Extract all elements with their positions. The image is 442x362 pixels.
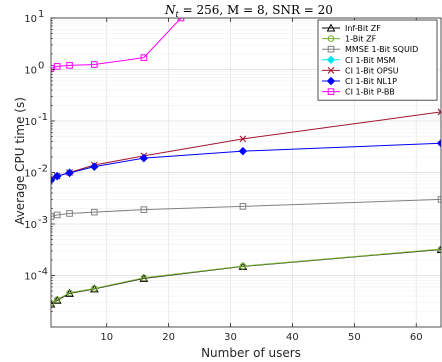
x-tick-label: 10 xyxy=(100,332,113,343)
data-point-ci-1-bit-p-bb xyxy=(140,54,148,61)
data-point-ci-1-bit-nl1p xyxy=(52,171,62,181)
legend-marker xyxy=(326,55,336,65)
data-point-1-bit-zf xyxy=(53,296,61,303)
legend-label: CI 1-Bit NL1P xyxy=(345,77,397,86)
data-point-ci-1-bit-p-bb xyxy=(91,61,98,68)
x-tick-label: 30 xyxy=(224,332,237,343)
y-tick-label: 10 xyxy=(24,117,37,128)
data-point-ci-1-bit-nl1p xyxy=(238,146,248,156)
y-tick-label: 10 xyxy=(24,169,37,180)
y-tick-label-exponent: -3 xyxy=(38,215,48,226)
y-axis-label: Average CPU time (s) xyxy=(13,97,27,225)
x-tick-label: 20 xyxy=(162,332,175,343)
data-point-mmse-1-bit-squid xyxy=(239,203,247,210)
y-tick-label: 10 xyxy=(24,272,37,283)
legend-item-ci-1-bit-p-bb: CI 1-Bit P-BB xyxy=(322,88,395,97)
y-tick-label-exponent: -1 xyxy=(38,112,48,123)
data-point-1-bit-zf xyxy=(239,262,247,270)
legend-label: MMSE 1-Bit SQUID xyxy=(345,45,418,54)
series-line-ci-1-bit-p-bb xyxy=(51,18,182,69)
legend-item-inf-bit-zf: Inf-Bit ZF xyxy=(322,23,381,33)
data-point-inf-bit-zf xyxy=(51,299,56,308)
data-point-mmse-1-bit-squid xyxy=(91,208,98,216)
y-tick-label-exponent: 1 xyxy=(38,9,44,20)
x-tick-label: 50 xyxy=(348,332,361,343)
legend-item-ci-1-bit-nl1p: CI 1-Bit NL1P xyxy=(322,76,397,86)
data-point-ci-1-bit-nl1p xyxy=(436,139,441,148)
data-point-ci-1-bit-p-bb xyxy=(66,62,73,69)
series-line-mmse-1-bit-squid xyxy=(51,198,441,217)
y-tick-label: 10 xyxy=(24,14,37,25)
legend-item-ci-1-bit-msm: CI 1-Bit MSM xyxy=(322,55,396,65)
data-point-ci-1-bit-opsu xyxy=(239,135,247,143)
legend-label: CI 1-Bit P-BB xyxy=(345,88,395,97)
legend-item-1-bit-zf: 1-Bit ZF xyxy=(322,35,377,44)
data-point-inf-bit-zf xyxy=(65,288,74,297)
data-point-1-bit-zf xyxy=(437,245,441,253)
legend-marker xyxy=(326,76,336,86)
legend-marker xyxy=(326,23,336,32)
y-tick-label: 10 xyxy=(24,66,37,77)
y-tick-label-exponent: -4 xyxy=(38,267,48,278)
x-tick-label: 60 xyxy=(410,332,423,343)
data-point-ci-1-bit-nl1p xyxy=(90,162,99,171)
series-ci-1-bit-nl1p xyxy=(51,139,441,185)
data-point-1-bit-zf xyxy=(140,274,148,282)
legend-marker xyxy=(327,35,335,42)
data-point-inf-bit-zf xyxy=(52,295,62,304)
data-point-ci-1-bit-nl1p xyxy=(139,153,149,163)
series-layer xyxy=(51,18,441,308)
legend-label: Inf-Bit ZF xyxy=(345,24,381,33)
series-mmse-1-bit-squid xyxy=(51,196,441,220)
data-point-mmse-1-bit-squid xyxy=(66,210,73,217)
data-point-ci-1-bit-p-bb xyxy=(177,18,185,22)
chart-title: Nt = 256, M = 8, SNR = 20 xyxy=(164,3,333,19)
data-point-mmse-1-bit-squid xyxy=(53,211,61,219)
data-point-ci-1-bit-opsu xyxy=(437,108,441,116)
legend-item-mmse-1-bit-squid: MMSE 1-Bit SQUID xyxy=(322,45,418,54)
y-tick-label-exponent: 0 xyxy=(38,61,44,72)
data-point-mmse-1-bit-squid xyxy=(437,196,441,203)
y-tick-label: 10 xyxy=(24,220,37,231)
series-1-bit-zf xyxy=(51,245,441,307)
y-tick-label-exponent: -2 xyxy=(38,164,48,175)
legend-label: CI 1-Bit MSM xyxy=(345,56,396,65)
series-line-1-bit-zf xyxy=(51,248,441,304)
x-axis-label: Number of users xyxy=(201,346,301,360)
data-point-ci-1-bit-p-bb xyxy=(53,63,61,70)
legend-marker xyxy=(327,88,335,95)
data-point-1-bit-zf xyxy=(66,289,73,297)
data-point-mmse-1-bit-squid xyxy=(140,206,148,213)
series-ci-1-bit-p-bb xyxy=(51,18,185,72)
legend-item-ci-1-bit-opsu: CI 1-Bit OPSU xyxy=(322,66,399,75)
legend-marker xyxy=(327,67,335,74)
legend-label: CI 1-Bit OPSU xyxy=(345,66,399,75)
x-tick-label: 40 xyxy=(286,332,299,343)
data-point-ci-1-bit-nl1p xyxy=(51,175,56,185)
series-line-ci-1-bit-nl1p xyxy=(51,142,441,181)
data-point-1-bit-zf xyxy=(91,285,98,292)
data-point-ci-1-bit-nl1p xyxy=(65,168,74,178)
legend-marker xyxy=(327,45,335,53)
legend-label: 1-Bit ZF xyxy=(345,35,377,44)
